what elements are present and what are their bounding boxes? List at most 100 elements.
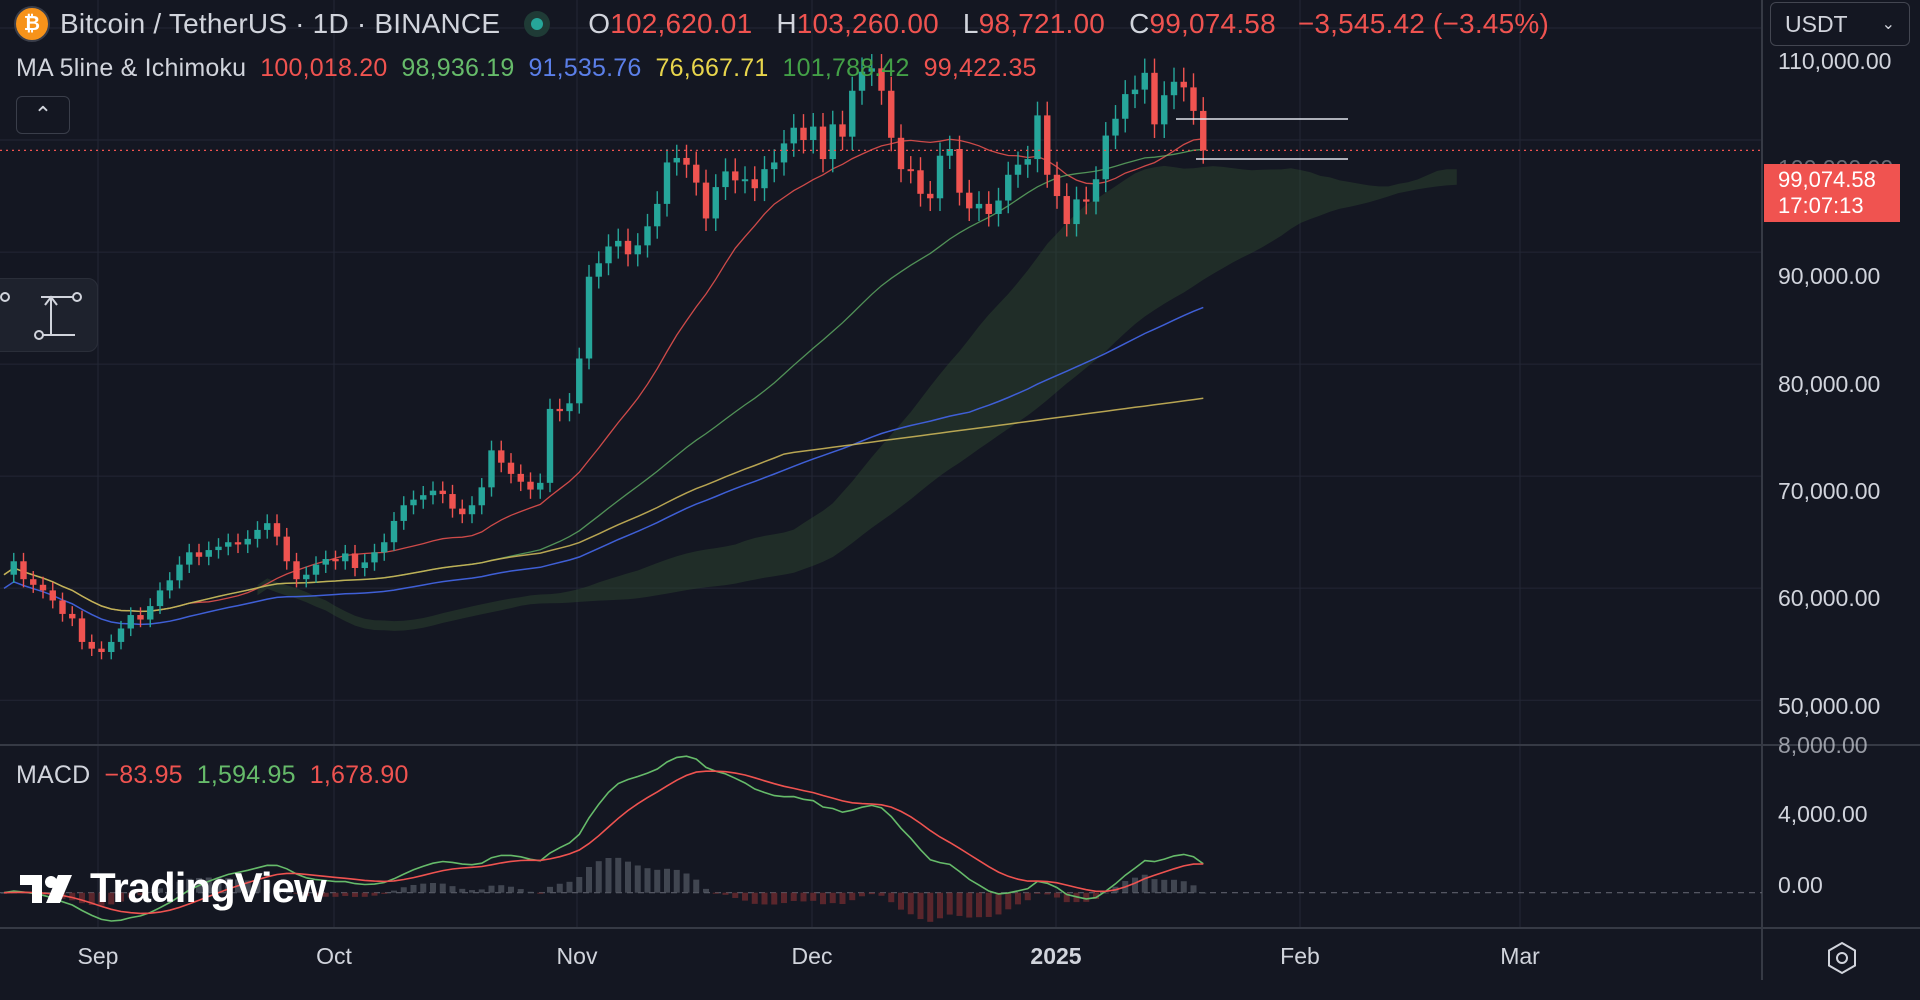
macd-histogram-value: −83.95 <box>104 760 183 789</box>
ohlc-open: O102,620.01 <box>588 8 753 39</box>
macd-histogram-bar <box>1141 874 1148 893</box>
candle-body <box>1122 94 1129 119</box>
candle-body <box>507 462 515 474</box>
macd-histogram-bar <box>946 892 953 915</box>
macd-histogram-bar <box>1190 885 1197 893</box>
macd-histogram-bar <box>976 892 982 918</box>
macd-histogram-bar <box>459 888 466 893</box>
macd-histogram-bar <box>790 892 797 901</box>
macd-histogram-bar <box>810 892 817 901</box>
candle-body <box>127 615 134 629</box>
candle-body <box>1092 179 1100 202</box>
macd-histogram-bar <box>469 890 475 893</box>
macd-histogram-bar <box>985 892 992 917</box>
candle-body <box>254 529 261 539</box>
macd-histogram-bar <box>254 880 261 893</box>
currency-select[interactable]: USDT ⌄ <box>1770 2 1910 46</box>
price-change: −3,545.42 (−3.45%) <box>1297 8 1549 39</box>
macd-histogram-bar <box>108 892 115 905</box>
candle-body <box>420 495 427 500</box>
macd-histogram-bar <box>634 865 641 893</box>
macd-histogram-bar <box>556 883 563 893</box>
macd-histogram-bar <box>849 892 856 901</box>
macd-line-value: 1,594.95 <box>196 760 296 789</box>
symbol-title[interactable]: Bitcoin / TetherUS · 1D · BINANCE <box>60 8 501 39</box>
macd-histogram-bar <box>576 877 583 893</box>
candle-body <box>156 590 164 607</box>
macd-histogram-bar <box>313 892 319 897</box>
time-axis-label: Dec <box>791 943 833 969</box>
macd-histogram-bar <box>293 892 300 894</box>
macd-histogram-bar <box>1093 892 1099 900</box>
candle-body <box>556 408 563 412</box>
macd-legend[interactable]: MACD −83.95 1,594.95 1,678.90 <box>16 758 409 792</box>
macd-histogram-bar <box>937 892 943 919</box>
indicator-legend[interactable]: MA 5line & Ichimoku 100,018.20 98,936.19… <box>16 51 1037 85</box>
candle-body <box>400 505 407 521</box>
macd-histogram-bar <box>176 881 183 893</box>
candle-body <box>459 508 466 515</box>
candle-body <box>166 580 173 591</box>
candle-body <box>273 523 281 537</box>
macd-histogram-bar <box>927 892 934 922</box>
macd-name[interactable]: MACD <box>16 760 91 789</box>
candle-body <box>819 126 827 160</box>
candle-body <box>702 182 710 219</box>
candle-body <box>186 552 193 565</box>
macd-histogram-bar <box>537 892 544 894</box>
collapse-legend-button[interactable]: ⌃ <box>16 96 70 134</box>
macd-histogram-bar <box>137 892 144 896</box>
candle-body <box>1200 110 1207 151</box>
candlesticks <box>10 54 1207 660</box>
candle-body <box>351 553 359 568</box>
macd-histogram-bar <box>517 889 524 893</box>
candle-body <box>800 127 807 141</box>
candle-body <box>576 358 583 404</box>
candle-body <box>927 193 934 199</box>
macd-histogram-bar <box>391 890 397 893</box>
candle-body <box>1044 115 1051 175</box>
tradingview-wordmark: TradingView <box>90 864 327 911</box>
macd-histogram-bar <box>244 880 251 893</box>
candle-body <box>332 559 339 562</box>
candle-body <box>810 126 817 141</box>
candle-body <box>1024 159 1031 165</box>
candle-body <box>1170 81 1178 96</box>
drawing-tool-panel[interactable] <box>0 278 98 352</box>
macd-histogram-bar <box>1063 892 1070 903</box>
chart-settings-button[interactable] <box>1822 938 1862 978</box>
tradingview-logo-icon <box>20 875 72 903</box>
macd-histogram-bar <box>859 892 865 897</box>
macd-histogram-bar <box>508 886 514 893</box>
macd-histogram-bar <box>732 892 739 898</box>
ma-yellow-line <box>3 397 1204 613</box>
candle-body <box>566 403 573 412</box>
chevron-up-icon: ⌃ <box>33 102 53 127</box>
candle-body <box>829 124 836 160</box>
macd-histogram-bar <box>566 881 573 893</box>
macd-histogram-bar <box>205 877 212 893</box>
macd-histogram-bar <box>820 892 826 905</box>
candle-body <box>897 137 905 170</box>
macd-histogram-bar <box>781 892 787 904</box>
macd-histogram-bar <box>1200 892 1207 894</box>
ohlc-low: L98,721.00 <box>962 8 1106 39</box>
price-axis-label: 80,000.00 <box>1778 371 1881 397</box>
candle-body <box>117 628 125 642</box>
candle-body <box>878 68 885 91</box>
macd-histogram-bar <box>712 892 719 894</box>
macd-histogram-bar <box>595 861 602 893</box>
macd-histogram-bar <box>722 892 729 895</box>
macd-histogram-bar <box>478 889 485 893</box>
indicator-name[interactable]: MA 5line & Ichimoku <box>16 53 247 82</box>
market-open-status-icon <box>524 11 551 37</box>
candle-body <box>634 245 641 255</box>
measure-tool-icon[interactable] <box>0 279 97 351</box>
macd-histogram-bar <box>439 883 446 893</box>
macd-histogram-bar <box>332 892 339 897</box>
candle-body <box>39 584 47 591</box>
candle-body <box>49 590 56 601</box>
candle-body <box>693 164 700 183</box>
candle-body <box>1190 87 1197 111</box>
